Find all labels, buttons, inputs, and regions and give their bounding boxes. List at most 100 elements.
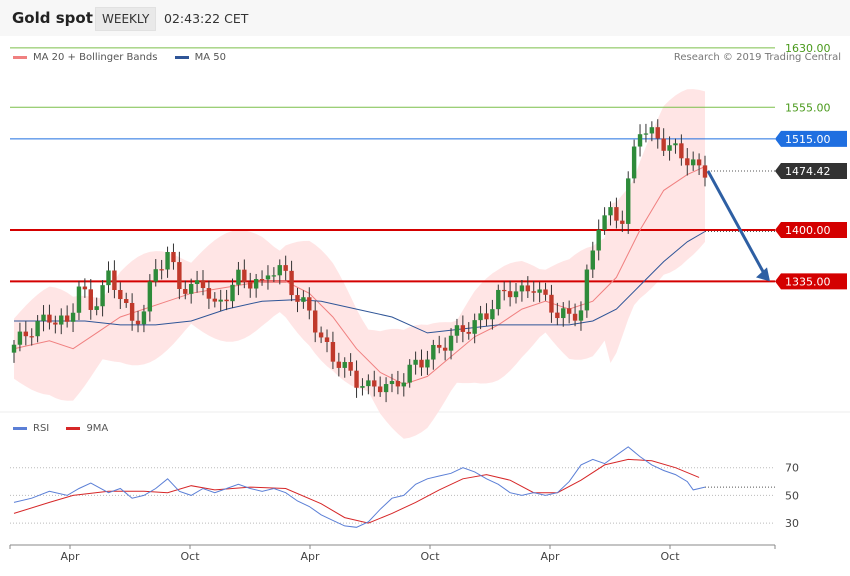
time-axis-label: Apr xyxy=(60,550,80,563)
candle-body xyxy=(667,145,672,151)
candle-body xyxy=(218,299,223,302)
candle-body xyxy=(336,361,342,368)
candle-body xyxy=(183,288,188,294)
candle-body xyxy=(389,381,395,385)
candle-body xyxy=(395,381,401,387)
chart-header: Gold spot WEEKLY 02:43:22 CET xyxy=(0,0,850,36)
candle-body xyxy=(626,178,631,224)
candle-body xyxy=(141,311,147,325)
candle-body xyxy=(265,275,271,280)
candle-body xyxy=(159,269,164,271)
candle-body xyxy=(253,279,259,289)
candle-body xyxy=(342,362,347,368)
candle-body xyxy=(82,286,88,290)
instrument-title: Gold spot xyxy=(12,9,93,27)
candle-body xyxy=(431,344,436,360)
candle-body xyxy=(135,320,141,325)
bollinger-band xyxy=(14,89,705,439)
candle-body xyxy=(383,384,389,393)
candle-body xyxy=(41,314,46,322)
candle-body xyxy=(425,359,430,368)
candle-body xyxy=(200,280,206,289)
candle-body xyxy=(100,285,105,307)
candle-body xyxy=(696,159,702,166)
last-price-box xyxy=(775,163,847,180)
candle-body xyxy=(271,275,277,277)
candle-body xyxy=(171,251,176,263)
candle-body xyxy=(507,291,513,298)
candle-body xyxy=(277,265,282,276)
candle-body xyxy=(649,127,655,134)
candle-body xyxy=(230,284,235,302)
pivot-label-box xyxy=(775,130,847,147)
rsi-tick-label: 70 xyxy=(785,462,799,475)
candle-body xyxy=(513,291,519,298)
candle-body xyxy=(188,284,194,294)
candle-body xyxy=(631,146,637,179)
candle-body xyxy=(212,298,218,302)
support-label: 1400.00 xyxy=(785,224,831,237)
candle-body xyxy=(531,291,536,293)
candle-body xyxy=(478,313,483,321)
candle-body xyxy=(561,308,566,319)
candle-body xyxy=(572,313,578,321)
candle-body xyxy=(194,280,200,285)
candle-body xyxy=(608,207,613,216)
candle-body xyxy=(242,269,247,282)
candle-body xyxy=(501,289,507,292)
ma20-line xyxy=(13,166,706,385)
candle-body xyxy=(348,362,353,371)
pivot-label: 1515.00 xyxy=(785,133,831,146)
candle-body xyxy=(289,270,294,296)
rsi-tick-label: 30 xyxy=(785,517,799,530)
candle-body xyxy=(690,159,696,166)
rsi-tick-label: 50 xyxy=(785,489,799,502)
candle-body xyxy=(94,306,99,310)
candle-body xyxy=(330,341,336,362)
price-legend: MA 20 + Bollinger Bands MA 50 xyxy=(13,52,226,63)
support-label: 1335.00 xyxy=(785,275,831,288)
candle-body xyxy=(206,288,212,299)
candle-body xyxy=(596,229,601,251)
candle-body xyxy=(147,281,153,312)
candle-body xyxy=(35,321,40,337)
candle-body xyxy=(313,310,318,333)
candle-body xyxy=(419,359,424,368)
candle-body xyxy=(59,315,64,325)
candle-body xyxy=(614,207,619,221)
candle-body xyxy=(324,337,330,342)
candle-body xyxy=(47,314,52,323)
candle-body xyxy=(460,325,466,332)
candle-body xyxy=(17,331,23,345)
candle-body xyxy=(466,331,471,334)
candle-body xyxy=(112,270,117,290)
timeframe-selector[interactable]: WEEKLY xyxy=(95,7,157,31)
candle-body xyxy=(283,265,288,271)
candle-body xyxy=(377,386,383,393)
candle-body xyxy=(23,331,29,337)
candle-body xyxy=(490,309,495,320)
support-label-box xyxy=(775,273,847,290)
time-axis-label: Apr xyxy=(540,550,560,563)
candle-body xyxy=(64,315,70,322)
candle-body xyxy=(76,286,82,313)
candle-body xyxy=(366,380,371,387)
ma50-legend-label: MA 50 xyxy=(194,52,226,63)
candle-body xyxy=(602,215,607,230)
candle-body xyxy=(484,313,489,320)
candle-body xyxy=(407,364,412,383)
candle-body xyxy=(259,279,265,281)
candle-body xyxy=(11,344,17,353)
candle-body xyxy=(295,295,300,302)
candle-body xyxy=(354,370,359,388)
candle-body xyxy=(165,251,170,270)
candle-body xyxy=(685,158,690,166)
rsi-ma9-line xyxy=(13,458,700,524)
time-axis-label: Oct xyxy=(660,550,680,563)
candle-body xyxy=(525,285,531,292)
candle-body xyxy=(437,344,442,348)
candle-body xyxy=(124,299,129,303)
last-price-label: 1474.42 xyxy=(785,165,831,178)
candle-body xyxy=(307,297,312,311)
ma9-legend-label: 9MA xyxy=(86,423,109,434)
